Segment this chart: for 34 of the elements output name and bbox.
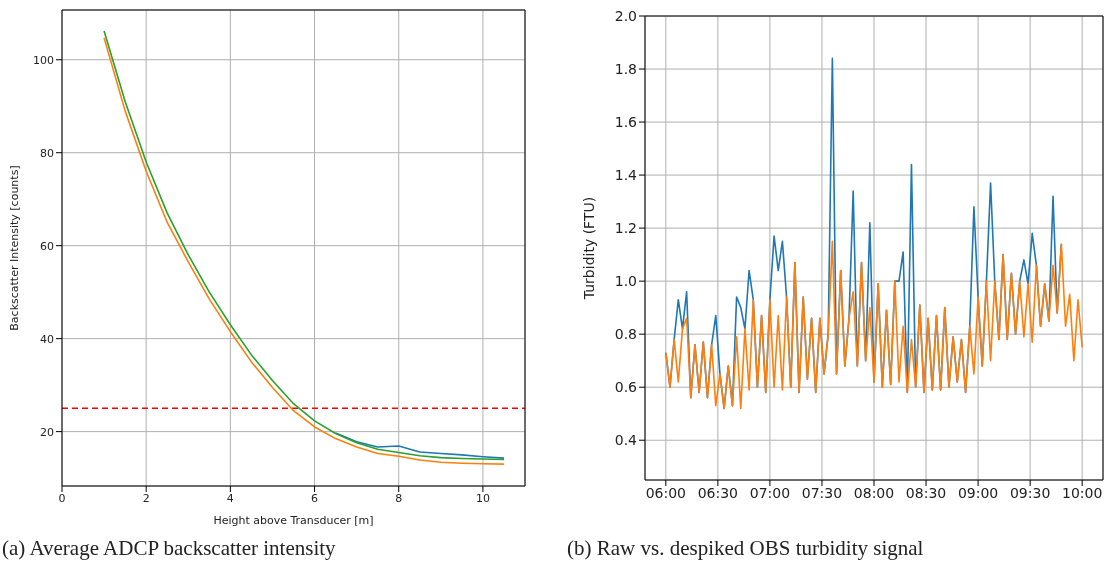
y-tick-label: 60 (40, 239, 54, 253)
text: (b) Raw vs. despiked OBS turbidity signal (567, 536, 925, 561)
x-tick-label: 06:00 (645, 484, 686, 501)
y-tick-label: 0.6 (614, 379, 638, 396)
x-tick-label: 06:30 (697, 484, 739, 501)
y-tick-label: 1.2 (614, 220, 637, 237)
y-tick-label: 80 (40, 146, 54, 160)
y-tick-label: 40 (40, 332, 54, 346)
x-tick-label: 08:00 (853, 484, 895, 501)
x-tick-label: 07:30 (801, 484, 843, 501)
x-tick-label: 4 (226, 491, 234, 505)
x-tick-label: 09:30 (1009, 484, 1051, 501)
x-tick-label: 08:30 (905, 484, 947, 501)
x-axis-title: Height above Transducer [m] (213, 514, 374, 527)
x-tick-label: 0 (58, 491, 66, 505)
y-axis-title: Backscatter Intensity [counts] (7, 165, 21, 331)
x-tick-label: 07:00 (749, 484, 791, 501)
text: (a) Average ADCP backscatter intensity (2, 536, 337, 561)
x-tick-label: 09:00 (957, 484, 999, 501)
y-tick-label: 2.0 (614, 7, 637, 24)
y-tick-label: 20 (40, 425, 54, 439)
x-tick-label: 2 (142, 491, 150, 505)
x-tick-label: 10 (475, 491, 490, 505)
y-tick-label: 1.6 (614, 114, 638, 131)
y-tick-label: 1.8 (614, 61, 637, 77)
x-tick-label: 6 (311, 491, 319, 505)
x-tick-label: 8 (395, 491, 403, 505)
x-tick-label: 10:00 (1062, 484, 1103, 501)
y-tick-label: 0.8 (614, 326, 637, 343)
y-tick-label: 100 (33, 53, 54, 67)
y-tick-label: 0.4 (614, 432, 638, 449)
y-tick-label: 1.0 (614, 273, 637, 290)
y-axis-title: Turbidity (FTU) (580, 196, 597, 301)
y-tick-label: 1.4 (614, 167, 638, 184)
